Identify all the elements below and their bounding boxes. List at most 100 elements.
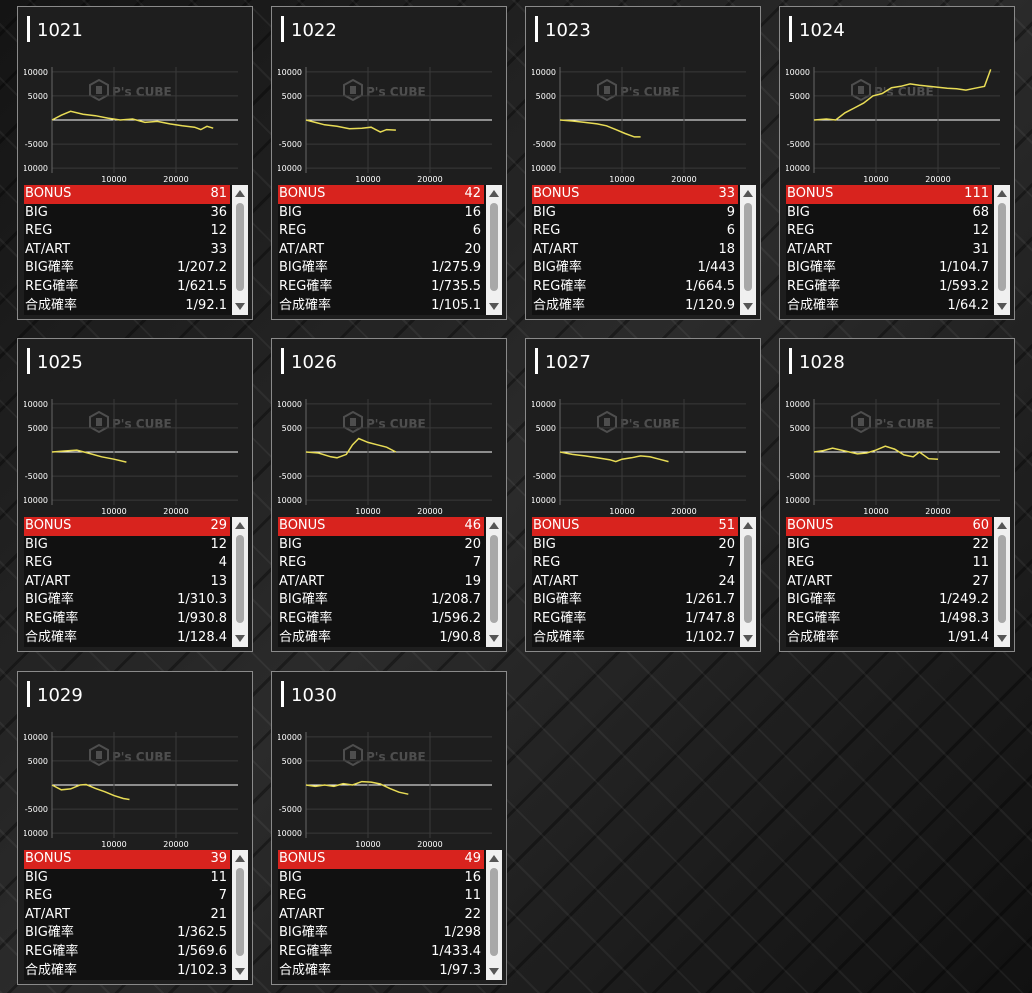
machine-number[interactable]: 1030: [281, 681, 337, 707]
scroll-thumb[interactable]: [744, 535, 752, 623]
scroll-down-arrow-icon[interactable]: [489, 303, 499, 310]
scroll-thumb[interactable]: [998, 203, 1006, 291]
x-tick-label: 10000: [609, 175, 634, 183]
stat-value: 1/64.2: [947, 297, 989, 313]
scroll-thumb[interactable]: [236, 203, 244, 291]
machine-number[interactable]: 1023: [535, 16, 591, 42]
machine-number[interactable]: 1022: [281, 16, 337, 42]
stats-scrollbar[interactable]: [232, 185, 248, 315]
stats-list[interactable]: BONUS 29 BIG 12 REG 4 AT/ART 13 BIG確率 1/310.3 REG確…: [24, 517, 248, 647]
stat-label: REG: [533, 223, 561, 239]
stats-list[interactable]: BONUS 33 BIG 9 REG 6 AT/ART 18 BIG確率 1/443 REG確率 1/…: [532, 185, 756, 315]
stat-row-atart: AT/ART 20: [278, 241, 484, 260]
stats-rows: BONUS 39 BIG 11 REG 7 AT/ART 21 BIG確率 1/362.5 REG確…: [24, 850, 230, 980]
scroll-down-arrow-icon[interactable]: [489, 968, 499, 975]
scroll-thumb[interactable]: [236, 868, 244, 956]
scroll-up-arrow-icon[interactable]: [489, 855, 499, 862]
stat-value: 1/930.8: [177, 610, 227, 626]
stats-list[interactable]: BONUS 49 BIG 16 REG 11 AT/ART 22 BIG確率 1/298 REG確率…: [278, 850, 502, 980]
scroll-down-arrow-icon[interactable]: [997, 303, 1007, 310]
stats-list[interactable]: BONUS 39 BIG 11 REG 7 AT/ART 21 BIG確率 1/362.5 REG確…: [24, 850, 248, 980]
scroll-down-arrow-icon[interactable]: [743, 303, 753, 310]
stats-list[interactable]: BONUS 42 BIG 16 REG 6 AT/ART 20 BIG確率 1/275.9 REG確…: [278, 185, 502, 315]
machine-number[interactable]: 1026: [281, 348, 337, 374]
scroll-down-arrow-icon[interactable]: [235, 303, 245, 310]
stats-scrollbar[interactable]: [232, 517, 248, 647]
stat-row-big-rate: BIG確率 1/208.7: [278, 591, 484, 610]
stats-list[interactable]: BONUS 111 BIG 68 REG 12 AT/ART 31 BIG確率 1/104.7 RE…: [786, 185, 1010, 315]
stats-scrollbar[interactable]: [994, 185, 1010, 315]
y-tick-label: -10000: [786, 164, 810, 173]
stats-scrollbar[interactable]: [994, 517, 1010, 647]
stats-list[interactable]: BONUS 81 BIG 36 REG 12 AT/ART 33 BIG確率 1/207.2 REG…: [24, 185, 248, 315]
stat-value: 9: [726, 204, 735, 220]
slump-graph: P's CUBE 10000 5000 -5000 -10000 10000 20000: [20, 712, 248, 849]
stat-value: 1/90.8: [439, 629, 481, 645]
scroll-down-arrow-icon[interactable]: [997, 635, 1007, 642]
cube-logo-icon: [597, 410, 617, 434]
x-tick-label: 20000: [163, 507, 188, 515]
stats-list[interactable]: BONUS 46 BIG 20 REG 7 AT/ART 19 BIG確率 1/208.7 REG確…: [278, 517, 502, 647]
scroll-thumb[interactable]: [490, 535, 498, 623]
stats-list[interactable]: BONUS 60 BIG 22 REG 11 AT/ART 27 BIG確率 1/249.2 REG…: [786, 517, 1010, 647]
stat-row-reg-rate: REG確率 1/498.3: [786, 610, 992, 629]
scroll-thumb[interactable]: [490, 203, 498, 291]
stat-label: 合成確率: [787, 297, 840, 313]
machine-number[interactable]: 1024: [789, 16, 845, 42]
x-tick-label: 10000: [355, 840, 380, 848]
y-tick-label: -5000: [25, 140, 48, 149]
scroll-thumb[interactable]: [744, 203, 752, 291]
scroll-up-arrow-icon[interactable]: [489, 522, 499, 529]
stats-scrollbar[interactable]: [486, 517, 502, 647]
stats-list[interactable]: BONUS 51 BIG 20 REG 7 AT/ART 24 BIG確率 1/261.7 REG確…: [532, 517, 756, 647]
scroll-up-arrow-icon[interactable]: [489, 190, 499, 197]
machine-number[interactable]: 1028: [789, 348, 845, 374]
y-tick-label: 10000: [24, 733, 48, 742]
stat-row-big-rate: BIG確率 1/443: [532, 259, 738, 278]
x-tick-label: 20000: [417, 175, 442, 183]
scroll-thumb[interactable]: [490, 868, 498, 956]
stats-scrollbar[interactable]: [486, 185, 502, 315]
stats-scrollbar[interactable]: [740, 517, 756, 647]
x-tick-label: 20000: [417, 840, 442, 848]
stat-value: 33: [210, 241, 227, 257]
stats-scrollbar[interactable]: [740, 185, 756, 315]
scroll-up-arrow-icon[interactable]: [997, 190, 1007, 197]
stat-label: BIG確率: [787, 260, 836, 276]
stats-scrollbar[interactable]: [232, 850, 248, 980]
scroll-down-arrow-icon[interactable]: [489, 635, 499, 642]
scroll-thumb[interactable]: [998, 535, 1006, 623]
x-tick-label: 20000: [163, 175, 188, 183]
stat-value: 1/664.5: [685, 278, 735, 294]
stat-row-combined-rate: 合成確率 1/64.2: [786, 297, 992, 315]
stat-value: 22: [972, 536, 989, 552]
stat-row-reg-rate: REG確率 1/593.2: [786, 278, 992, 297]
slump-graph-svg: P's CUBE 10000 5000 -5000 -10000 10000 20000: [20, 67, 238, 184]
x-tick-label: 10000: [355, 175, 380, 183]
stat-row-reg-rate: REG確率 1/735.5: [278, 278, 484, 297]
scroll-thumb[interactable]: [236, 535, 244, 623]
stat-label: BIG確率: [279, 592, 328, 608]
stat-row-combined-rate: 合成確率 1/102.3: [24, 962, 230, 980]
scroll-up-arrow-icon[interactable]: [743, 190, 753, 197]
scroll-down-arrow-icon[interactable]: [235, 635, 245, 642]
cube-logo-mark: [350, 86, 356, 94]
scroll-up-arrow-icon[interactable]: [743, 522, 753, 529]
stat-label: 合成確率: [279, 297, 332, 313]
scroll-up-arrow-icon[interactable]: [235, 855, 245, 862]
scroll-down-arrow-icon[interactable]: [235, 968, 245, 975]
scroll-up-arrow-icon[interactable]: [235, 522, 245, 529]
stats-scrollbar[interactable]: [486, 850, 502, 980]
machine-number[interactable]: 1021: [27, 16, 83, 42]
y-tick-label: -5000: [787, 140, 810, 149]
machine-number[interactable]: 1027: [535, 348, 591, 374]
machine-number[interactable]: 1025: [27, 348, 83, 374]
stat-row-bonus: BONUS 39: [24, 850, 230, 869]
machine-number[interactable]: 1029: [27, 681, 83, 707]
scroll-up-arrow-icon[interactable]: [997, 522, 1007, 529]
cube-logo-mark: [604, 418, 610, 426]
cube-logo-mark: [350, 418, 356, 426]
scroll-up-arrow-icon[interactable]: [235, 190, 245, 197]
slump-graph: P's CUBE 10000 5000 -5000 -10000 10000 20000: [782, 47, 1010, 184]
scroll-down-arrow-icon[interactable]: [743, 635, 753, 642]
